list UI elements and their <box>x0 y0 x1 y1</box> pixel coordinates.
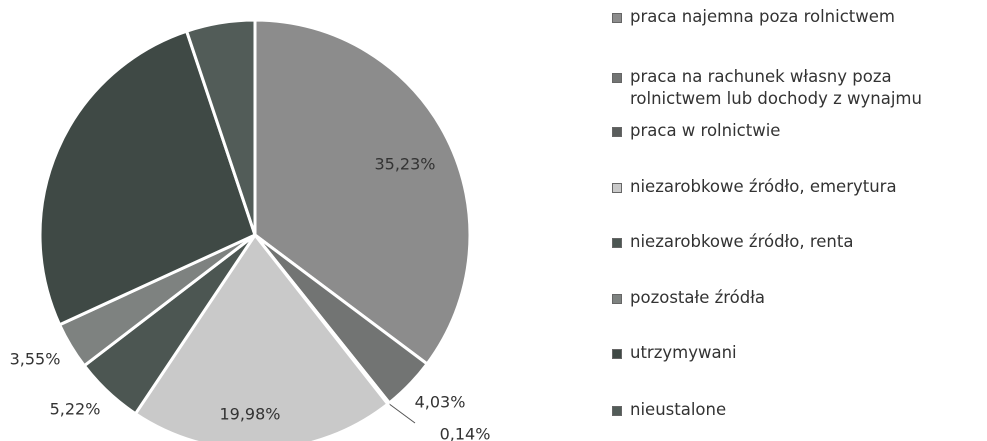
pie-slice <box>38 29 257 327</box>
legend-label: niezarobkowe źródło, emerytura <box>630 177 897 196</box>
legend-label: niezarobkowe źródło, renta <box>630 232 854 251</box>
legend-label: nieustalone <box>630 400 727 419</box>
legend-swatch <box>612 294 622 304</box>
legend-swatch <box>612 406 622 416</box>
legend-item: pozostałe źródła <box>612 287 765 309</box>
pie-slice <box>184 18 257 236</box>
legend-item: niezarobkowe źródło, emerytura <box>612 176 897 198</box>
legend-swatch <box>612 13 622 23</box>
legend-swatch <box>612 183 622 193</box>
data-label: 35,23% <box>374 155 435 174</box>
legend-item: praca na rachunek własny poza rolnictwem… <box>612 66 982 110</box>
legend-item: praca najemna poza rolnictwem <box>612 6 895 28</box>
legend-swatch <box>612 238 622 248</box>
legend-label: praca najemna poza rolnictwem <box>630 7 895 26</box>
legend-label: praca na rachunek własny poza rolnictwem… <box>630 67 922 108</box>
legend-swatch <box>612 349 622 359</box>
data-label: 3,55% <box>10 350 61 369</box>
data-label: 5,22% <box>50 400 101 419</box>
data-label: 4,03% <box>415 393 466 412</box>
data-label: 0,14% <box>440 425 491 441</box>
legend-item: nieustalone <box>612 399 726 421</box>
legend-swatch <box>612 73 622 83</box>
legend-label: utrzymywani <box>630 343 737 362</box>
legend-label: praca w rolnictwie <box>630 121 781 140</box>
legend-item: utrzymywani <box>612 342 737 364</box>
legend-label: pozostałe źródła <box>630 288 766 307</box>
data-label: 19,98% <box>219 405 280 424</box>
legend-item: niezarobkowe źródło, renta <box>612 231 853 253</box>
legend-item: praca w rolnictwie <box>612 120 780 142</box>
pie-slice <box>253 18 472 366</box>
pie-slice <box>133 232 390 441</box>
legend-swatch <box>612 127 622 137</box>
leader-line <box>388 403 416 424</box>
